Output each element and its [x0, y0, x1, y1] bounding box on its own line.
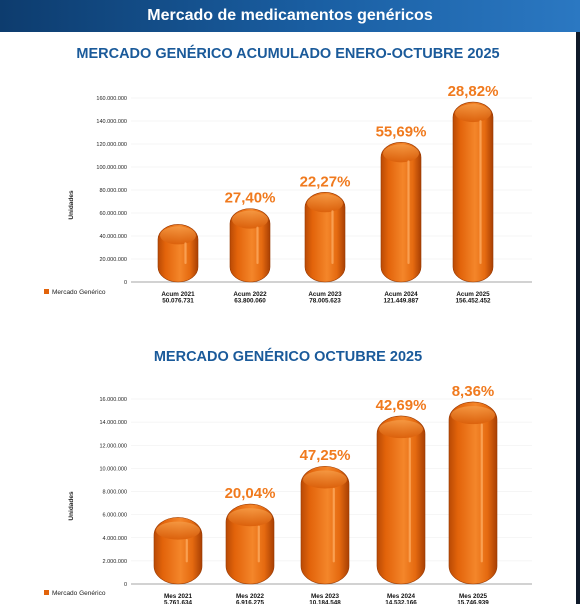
- y-axis-label: Unidades: [68, 190, 75, 220]
- x-category-label: Acum 2021: [161, 291, 195, 298]
- growth-percent-label: 20,04%: [225, 485, 276, 502]
- chart-title-octubre: MERCADO GENÉRICO OCTUBRE 2025: [153, 349, 423, 365]
- y-tick-label: 160.000.000: [96, 96, 127, 102]
- bar-highlight: [184, 242, 187, 264]
- bar-cap-highlight: [160, 226, 196, 245]
- bar: [380, 142, 422, 283]
- y-tick-label: 6.000.000: [103, 513, 127, 519]
- x-value-label: 156.452.452: [455, 298, 491, 305]
- bar-cap-highlight: [232, 210, 268, 229]
- x-category-label: Acum 2024: [384, 291, 418, 298]
- y-tick-label: 4.000.000: [103, 536, 127, 542]
- y-tick-label: 20.000.000: [99, 257, 127, 263]
- x-category-label: Acum 2023: [308, 291, 342, 298]
- y-tick-label: 0: [124, 280, 127, 286]
- y-tick-label: 12.000.000: [99, 443, 127, 449]
- x-category-label: Mes 2021: [164, 593, 193, 600]
- x-value-label: 14.532.166: [385, 600, 417, 604]
- growth-percent-label: 47,25%: [300, 447, 351, 464]
- bar-cap-highlight: [455, 104, 491, 123]
- bar-cap-highlight: [383, 144, 419, 163]
- y-tick-label: 2.000.000: [103, 559, 127, 565]
- y-axis-label: Unidades: [68, 491, 75, 521]
- legend-swatch: [44, 590, 49, 595]
- page-banner: Mercado de medicamentos genéricos: [0, 0, 580, 32]
- chart-title-acumulado: MERCADO GENÉRICO ACUMULADO ENERO-OCTUBRE…: [76, 46, 500, 62]
- x-category-label: Mes 2024: [387, 593, 416, 600]
- bar-cap-highlight: [379, 420, 423, 439]
- bar: [300, 465, 350, 585]
- bar-highlight: [408, 437, 411, 563]
- x-value-label: 78.005.623: [309, 298, 341, 305]
- y-tick-label: 60.000.000: [99, 211, 127, 217]
- growth-percent-label: 42,69%: [376, 397, 427, 414]
- bar: [448, 401, 498, 585]
- y-tick-label: 16.000.000: [99, 397, 127, 403]
- bar: [452, 101, 494, 283]
- bar-highlight: [257, 525, 260, 563]
- bar-highlight: [256, 226, 259, 264]
- bar-highlight: [331, 210, 334, 264]
- window-edge: [576, 32, 580, 604]
- bar-cap-highlight: [228, 508, 272, 527]
- x-category-label: Acum 2025: [456, 291, 490, 298]
- x-value-label: 121.449.887: [383, 298, 419, 305]
- x-category-label: Acum 2022: [233, 291, 267, 298]
- x-value-label: 63.800.060: [234, 298, 266, 305]
- legend-swatch: [44, 289, 49, 294]
- growth-percent-label: 27,40%: [225, 190, 276, 207]
- bar-highlight: [407, 160, 410, 264]
- bar-highlight: [480, 423, 483, 563]
- bar: [304, 191, 346, 283]
- y-tick-label: 100.000.000: [96, 165, 127, 171]
- growth-percent-label: 55,69%: [376, 123, 427, 140]
- x-value-label: 10.184.548: [309, 600, 341, 604]
- x-category-label: Mes 2022: [236, 593, 265, 600]
- y-tick-label: 8.000.000: [103, 490, 127, 496]
- y-tick-label: 140.000.000: [96, 119, 127, 125]
- x-category-label: Mes 2023: [311, 593, 340, 600]
- bar-cap-highlight: [156, 521, 200, 540]
- x-category-label: Mes 2025: [459, 593, 488, 600]
- bar-cap-highlight: [303, 470, 347, 489]
- bar-cap-highlight: [451, 406, 495, 425]
- legend-label: Mercado Genérico: [52, 289, 106, 296]
- bar: [376, 415, 426, 585]
- x-value-label: 6.916.275: [236, 600, 265, 604]
- x-value-label: 50.076.731: [162, 298, 194, 305]
- bar-highlight: [185, 538, 188, 563]
- bar-cap-highlight: [307, 194, 343, 213]
- y-tick-label: 120.000.000: [96, 142, 127, 148]
- y-tick-label: 0: [124, 582, 127, 588]
- bar-highlight: [332, 487, 335, 563]
- x-value-label: 15.746.939: [457, 600, 489, 604]
- bar-highlight: [479, 120, 482, 264]
- x-value-label: 5.761.634: [164, 600, 193, 604]
- growth-percent-label: 8,36%: [452, 383, 495, 400]
- page-title: Mercado de medicamentos genéricos: [147, 7, 433, 24]
- y-tick-label: 40.000.000: [99, 234, 127, 240]
- y-tick-label: 10.000.000: [99, 466, 127, 472]
- legend-label: Mercado Genérico: [52, 590, 106, 597]
- y-tick-label: 14.000.000: [99, 420, 127, 426]
- growth-percent-label: 28,82%: [448, 83, 499, 100]
- y-tick-label: 80.000.000: [99, 188, 127, 194]
- growth-percent-label: 22,27%: [300, 173, 351, 190]
